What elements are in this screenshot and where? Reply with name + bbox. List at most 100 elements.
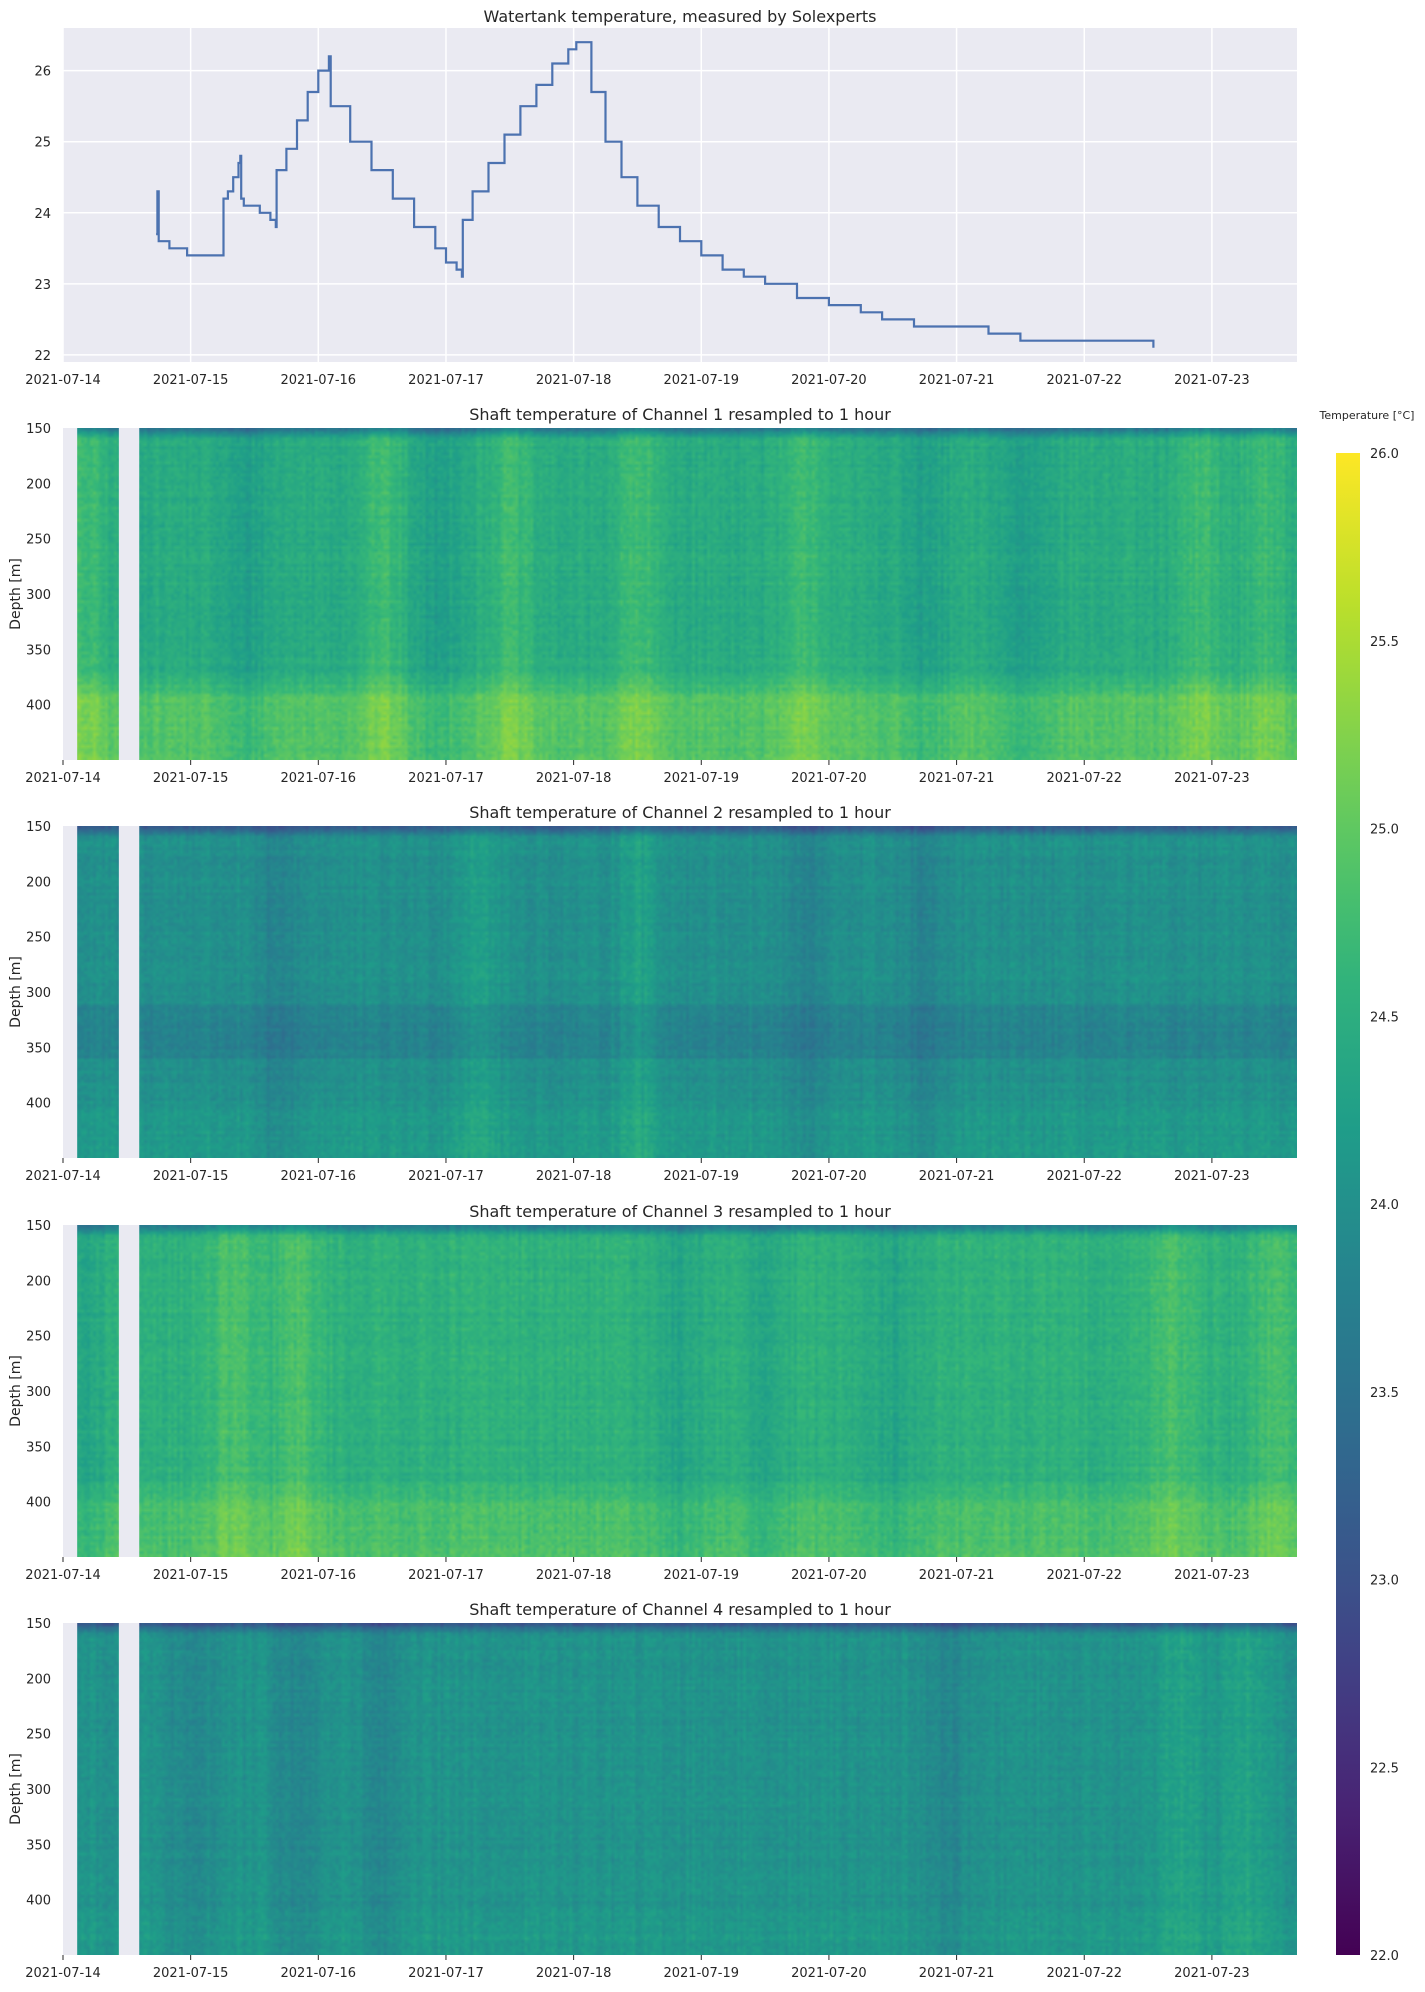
missing-data-gap: [63, 1623, 78, 1955]
x-tick-label: 2021-07-14: [25, 1568, 101, 1583]
x-tick-label: 2021-07-16: [281, 1966, 357, 1981]
y-tick-label: 300: [26, 1385, 51, 1400]
y-tick-label: 300: [26, 986, 51, 1001]
y-tick-label: 250: [26, 533, 51, 548]
heatmap-chart-2: Shaft temperature of Channel 2 resampled…: [8, 803, 1297, 1184]
missing-data-gap: [63, 428, 78, 760]
x-tick-label: 2021-07-18: [536, 373, 612, 388]
y-tick-label: 400: [26, 699, 51, 714]
x-tick-label: 2021-07-20: [791, 373, 867, 388]
y-tick-label: 250: [26, 931, 51, 946]
chart-title: Watertank temperature, measured by Solex…: [484, 7, 877, 26]
x-tick-label: 2021-07-21: [919, 771, 995, 786]
y-tick-label: 150: [26, 422, 51, 437]
missing-data-gap: [118, 826, 140, 1158]
chart-title: Shaft temperature of Channel 3 resampled…: [469, 1202, 891, 1221]
x-tick-label: 2021-07-23: [1174, 771, 1250, 786]
missing-data-gap: [118, 1623, 140, 1955]
plot-background: [63, 28, 1297, 362]
missing-data-gap: [63, 1225, 78, 1557]
y-tick-label: 200: [26, 477, 51, 492]
x-tick-label: 2021-07-19: [663, 1966, 739, 1981]
chart-title: Shaft temperature of Channel 4 resampled…: [469, 1600, 891, 1619]
x-tick-label: 2021-07-21: [919, 373, 995, 388]
y-axis-label: Depth [m]: [8, 1753, 24, 1825]
colorbar-tick-label: 26.0: [1370, 447, 1399, 462]
x-tick-label: 2021-07-14: [25, 771, 101, 786]
colorbar-tick-label: 22.5: [1370, 1761, 1399, 1776]
chart-title: Shaft temperature of Channel 2 resampled…: [469, 803, 891, 822]
x-tick-label: 2021-07-18: [536, 771, 612, 786]
x-tick-label: 2021-07-20: [791, 1568, 867, 1583]
x-tick-label: 2021-07-16: [281, 373, 357, 388]
x-tick-label: 2021-07-17: [408, 1568, 484, 1583]
y-tick-label: 400: [26, 1097, 51, 1112]
x-tick-label: 2021-07-14: [25, 373, 101, 388]
heatmap-chart-4: Shaft temperature of Channel 4 resampled…: [8, 1600, 1297, 1981]
x-tick-label: 2021-07-19: [663, 373, 739, 388]
x-tick-label: 2021-07-22: [1046, 1568, 1122, 1583]
x-tick-label: 2021-07-20: [791, 1169, 867, 1184]
x-tick-label: 2021-07-23: [1174, 1966, 1250, 1981]
y-tick-label: 23: [34, 278, 51, 293]
missing-data-gap: [118, 1225, 140, 1557]
y-tick-label: 150: [26, 1617, 51, 1632]
x-tick-label: 2021-07-19: [663, 771, 739, 786]
y-axis-label: Depth [m]: [8, 956, 24, 1028]
x-tick-label: 2021-07-15: [153, 373, 229, 388]
x-tick-label: 2021-07-15: [153, 1169, 229, 1184]
x-tick-label: 2021-07-15: [153, 1568, 229, 1583]
x-tick-label: 2021-07-17: [408, 771, 484, 786]
x-tick-label: 2021-07-23: [1174, 1568, 1250, 1583]
x-tick-label: 2021-07-15: [153, 771, 229, 786]
y-axis-label: Depth [m]: [8, 1355, 24, 1427]
colorbar: Temperature [°C] 22.0 22.5 23.0 23.5 24.0 24.5…: [1319, 409, 1415, 1964]
colorbar-tick-label: 25.0: [1370, 823, 1399, 838]
x-tick-label: 2021-07-22: [1046, 1966, 1122, 1981]
y-tick-label: 26: [34, 65, 51, 80]
watertank-chart: Watertank temperature, measured by Solex…: [25, 7, 1297, 388]
x-tick-label: 2021-07-17: [408, 1966, 484, 1981]
y-tick-label: 300: [26, 588, 51, 603]
x-tick-label: 2021-07-17: [408, 373, 484, 388]
x-tick-label: 2021-07-19: [663, 1169, 739, 1184]
y-tick-label: 350: [26, 643, 51, 658]
x-tick-label: 2021-07-23: [1174, 1169, 1250, 1184]
y-tick-label: 300: [26, 1783, 51, 1798]
y-tick-label: 350: [26, 1041, 51, 1056]
x-tick-label: 2021-07-14: [25, 1169, 101, 1184]
y-tick-label: 350: [26, 1838, 51, 1853]
y-tick-label: 350: [26, 1440, 51, 1455]
y-axis-label: Depth [m]: [8, 558, 24, 630]
x-tick-label: 2021-07-21: [919, 1169, 995, 1184]
x-tick-label: 2021-07-16: [281, 1169, 357, 1184]
missing-data-gap: [63, 826, 78, 1158]
x-tick-label: 2021-07-19: [663, 1568, 739, 1583]
heatmap-image: [63, 1623, 1297, 1955]
colorbar-tick-label: 23.0: [1370, 1574, 1399, 1589]
x-tick-label: 2021-07-22: [1046, 1169, 1122, 1184]
colorbar-tick-label: 24.0: [1370, 1198, 1399, 1213]
y-tick-label: 200: [26, 1274, 51, 1289]
y-tick-label: 150: [26, 1219, 51, 1234]
y-tick-label: 25: [34, 136, 51, 151]
heatmap-image: [63, 826, 1297, 1158]
colorbar-tick-label: 22.0: [1370, 1949, 1399, 1964]
x-tick-label: 2021-07-18: [536, 1169, 612, 1184]
x-tick-label: 2021-07-21: [919, 1966, 995, 1981]
x-tick-label: 2021-07-16: [281, 771, 357, 786]
y-tick-label: 400: [26, 1894, 51, 1909]
chart-title: Shaft temperature of Channel 1 resampled…: [469, 405, 891, 424]
x-tick-label: 2021-07-17: [408, 1169, 484, 1184]
y-tick-label: 24: [34, 207, 51, 222]
y-tick-label: 250: [26, 1728, 51, 1743]
x-tick-label: 2021-07-22: [1046, 771, 1122, 786]
x-tick-label: 2021-07-18: [536, 1966, 612, 1981]
colorbar-tick-label: 24.5: [1370, 1010, 1399, 1025]
x-tick-label: 2021-07-20: [791, 771, 867, 786]
y-tick-label: 200: [26, 875, 51, 890]
x-tick-label: 2021-07-18: [536, 1568, 612, 1583]
y-tick-label: 200: [26, 1672, 51, 1687]
y-tick-label: 150: [26, 820, 51, 835]
